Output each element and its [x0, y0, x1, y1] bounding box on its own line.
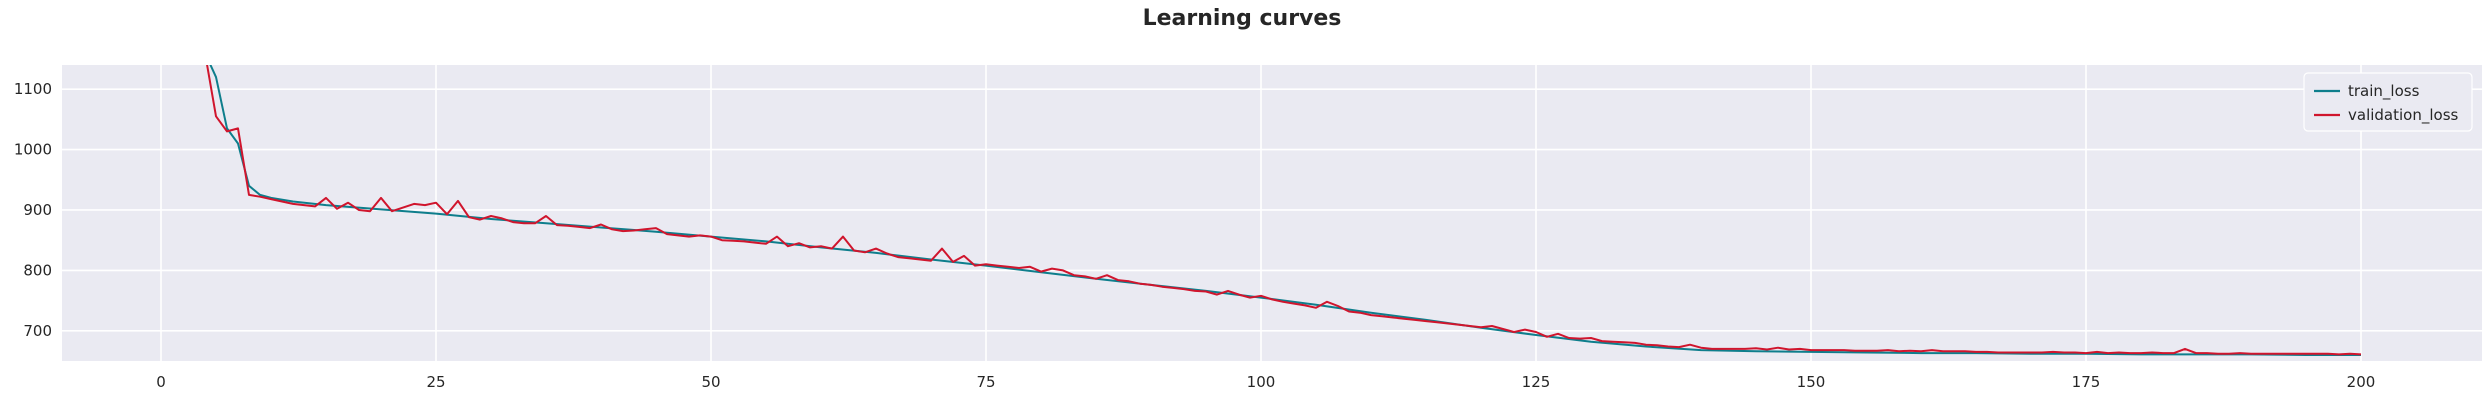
y-axis-ticks: 700 800 900 1000 1100 [14, 80, 52, 340]
x-tick-label: 25 [426, 373, 445, 391]
series-layer [206, 65, 2362, 356]
y-tick-label: 1000 [14, 141, 52, 159]
legend-label: train_loss [2348, 82, 2420, 101]
x-tick-label: 175 [2072, 373, 2101, 391]
x-tick-label: 50 [701, 373, 720, 391]
legend-box [2303, 72, 2473, 132]
series-line-train-loss [209, 65, 2361, 356]
y-tick-label: 900 [23, 201, 52, 219]
chart-title: Learning curves [1142, 6, 1342, 31]
x-tick-label: 100 [1247, 373, 1276, 391]
legend: train_loss validation_loss [2303, 72, 2473, 132]
x-tick-label: 200 [2347, 373, 2376, 391]
x-tick-label: 150 [1797, 373, 1826, 391]
y-tick-label: 700 [23, 322, 52, 340]
series-line-validation-loss [206, 65, 2362, 356]
legend-label: validation_loss [2348, 106, 2459, 125]
y-tick-label: 800 [23, 261, 52, 279]
grid-lines [62, 65, 2482, 361]
x-tick-label: 0 [156, 373, 166, 391]
y-tick-label: 1100 [14, 80, 52, 98]
x-tick-label: 125 [1522, 373, 1551, 391]
x-tick-label: 75 [976, 373, 995, 391]
x-axis-ticks: 0 25 50 75 100 125 150 175 200 [156, 373, 2375, 391]
